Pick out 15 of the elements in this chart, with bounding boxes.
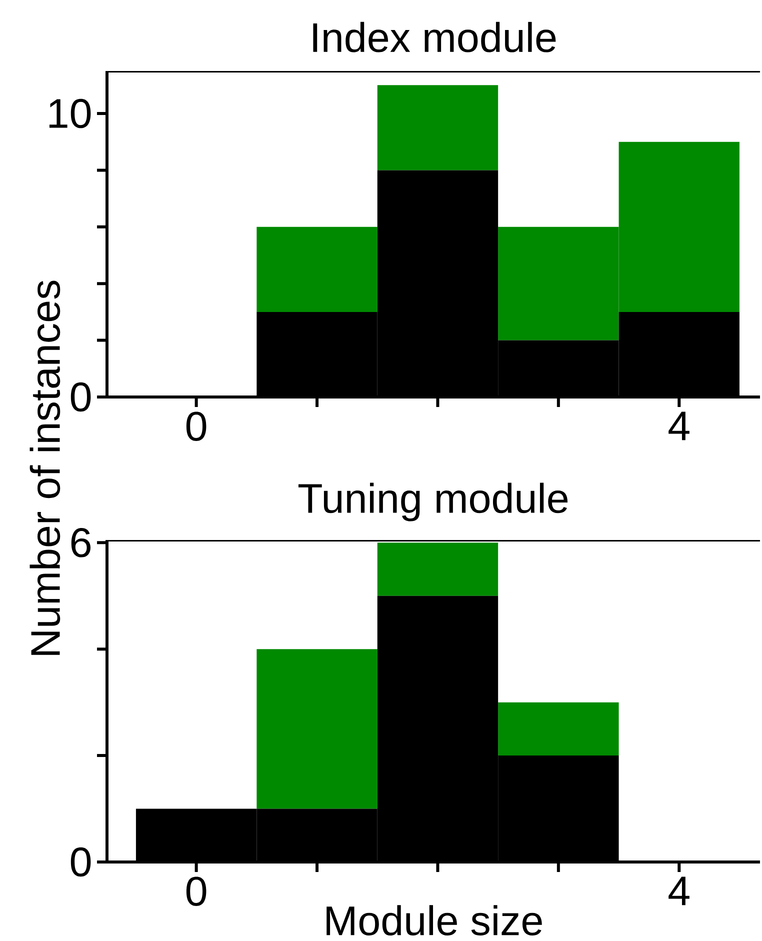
bar [498, 702, 619, 756]
y-tick-label: 10 [49, 98, 91, 128]
x-axis-title: Module size [326, 905, 542, 936]
bar [256, 226, 378, 312]
bar [377, 542, 498, 596]
chart-title: Index module [313, 22, 556, 52]
bar [377, 85, 498, 170]
chart-title: Tuning module [298, 482, 568, 522]
y-tick-label: 6 [71, 528, 90, 558]
y-tick-label: 0 [70, 382, 91, 412]
bar [256, 649, 378, 809]
y-axis-title: Number of instances [30, 280, 60, 655]
x-tick-label: 4 [668, 412, 690, 440]
y-tick-label: 0 [70, 847, 91, 877]
x-tick-label: 4 [668, 876, 690, 906]
